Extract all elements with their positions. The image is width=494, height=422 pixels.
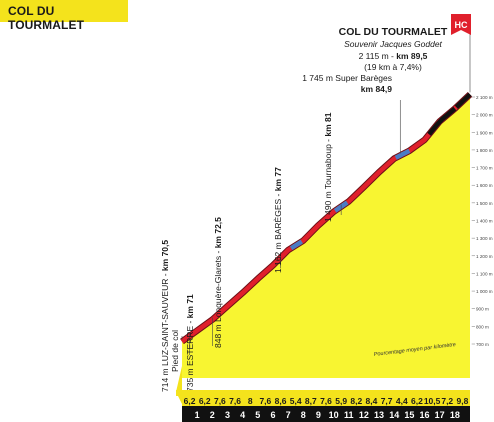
waypoint-name: 1 162 m BARÈGES -: [273, 191, 283, 273]
header-title: COL DU TOURMALET: [8, 4, 85, 32]
km-marker-label: 11: [344, 410, 354, 420]
profile-area: [182, 94, 470, 378]
km-marker-label: 12: [359, 410, 369, 420]
summit-km: km 89,5: [396, 51, 427, 61]
super-bareges-km: km 84,9: [361, 84, 392, 94]
gradient-label: 7,6: [259, 396, 271, 406]
km-marker-label: 14: [389, 410, 399, 420]
gradient-label: 6,2: [199, 396, 211, 406]
y-tick-label: 2 100 m: [476, 95, 493, 100]
waypoint-label: Pied de col: [170, 330, 180, 372]
base-band-layer: 6,2 6,2 7,6 7,6 8 7,6 8,6 5,4 8,7 7,6 5,9 8,2 8,4 7,7…: [176, 366, 470, 422]
waypoint-label: 1 490 m Tournaboup - km 81: [323, 112, 333, 222]
km-marker-label: 15: [404, 410, 414, 420]
steep-section: [427, 106, 457, 136]
y-tick-label: 2 000 m: [476, 113, 493, 118]
gradient-label: 7,6: [229, 396, 241, 406]
category-badge: HC: [451, 14, 471, 35]
gradient-label: 5,4: [290, 396, 302, 406]
y-tick-label: 1 900 m: [476, 130, 493, 135]
waypoint-label: 1 162 m BARÈGES - km 77: [273, 167, 283, 273]
gradient-label: 8: [248, 396, 253, 406]
km-band: [182, 406, 470, 422]
gradient-label: 7,6: [214, 396, 226, 406]
waypoint-name: Pied de col: [170, 330, 180, 372]
y-tick-label: 1 100 m: [476, 271, 493, 276]
km-marker-label: 13: [374, 410, 384, 420]
y-tick-label: 1 000 m: [476, 289, 493, 294]
summit-altitude: 2 115 m -: [359, 51, 394, 61]
waypoint-label: 848 m Lonquère-Glarets - km 72,5: [213, 217, 223, 348]
waypoint-name: 714 m LUZ-SAINT-SAUVEUR -: [160, 271, 170, 392]
y-tick-label: 1 200 m: [476, 254, 493, 259]
road-line: [180, 92, 472, 344]
summit-altitude-km: 2 115 m - km 89,5: [359, 51, 428, 61]
flat-section: [394, 148, 411, 160]
header-bar: COL DU TOURMALET: [0, 0, 128, 32]
gradient-label: 10,5: [424, 396, 441, 406]
category-badge-label: HC: [455, 20, 468, 30]
waypoint-km: km 81: [323, 112, 333, 136]
gradient-label: 6,2: [411, 396, 423, 406]
summit-subtitle: Souvenir Jacques Goddet: [344, 39, 442, 49]
summit-info: COL DU TOURMALET Souvenir Jacques Goddet…: [339, 26, 448, 72]
y-tick-label: 1 300 m: [476, 236, 493, 241]
y-tick-label: 1 500 m: [476, 201, 493, 206]
waypoint-name: 735 m ESTERRE -: [185, 318, 195, 392]
profile-layer: [180, 91, 473, 378]
km-marker-label: 9: [316, 410, 321, 420]
base-band-gradient-strip: [176, 390, 470, 396]
gradient-label: 5,9: [335, 396, 347, 406]
y-tick-label: 1 700 m: [476, 166, 493, 171]
km-marker-label: 1: [195, 410, 200, 420]
y-tick-label: 900 m: [476, 307, 489, 312]
waypoint-km: km 70,5: [160, 240, 170, 271]
gradient-label: 4,4: [396, 396, 408, 406]
y-tick-label: 1 800 m: [476, 148, 493, 153]
waypoint-name: 1 490 m Tournaboup -: [323, 137, 333, 222]
waypoint-km: km 72,5: [213, 217, 223, 248]
km-marker-label: 3: [225, 410, 230, 420]
km-marker-label: 8: [301, 410, 306, 420]
gradient-label: 9,8: [457, 396, 469, 406]
y-tick-label: 800 m: [476, 324, 489, 329]
gradient-label: 8,6: [275, 396, 287, 406]
gradient-label: 8,4: [366, 396, 378, 406]
y-tick-label: 1 400 m: [476, 219, 493, 224]
km-marker-label: 2: [210, 410, 215, 420]
gradient-label: 7,6: [320, 396, 332, 406]
summit-name: COL DU TOURMALET: [339, 26, 448, 38]
gradient-label: 8,7: [305, 396, 317, 406]
y-axis-layer: 700 m 800 m 900 m 1 000 m 1 100 m 1 200 m 1 30…: [472, 95, 493, 347]
waypoint-label: 735 m ESTERRE - km 71: [185, 294, 195, 392]
gradient-label: 7,7: [381, 396, 393, 406]
km-marker-label: 5: [255, 410, 260, 420]
flat-section: [289, 239, 303, 251]
km-marker-label: 7: [286, 410, 291, 420]
steep-section: [454, 92, 472, 109]
waypoint-km: km 77: [273, 167, 283, 191]
km-marker-label: 10: [329, 410, 339, 420]
gradient-label: 7,2: [441, 396, 453, 406]
gradient-label: 8,2: [350, 396, 362, 406]
category-badge-flag: [451, 14, 471, 35]
km-marker-label: 4: [240, 410, 245, 420]
gradient-label: 6,2: [184, 396, 196, 406]
waypoint-km: km 71: [185, 294, 195, 318]
summit-gradient-note: (19 km à 7,4%): [364, 62, 422, 72]
y-tick-label: 700 m: [476, 342, 489, 347]
waypoint-name: 848 m Lonquère-Glarets -: [213, 248, 223, 348]
km-marker-label: 17: [435, 410, 445, 420]
super-bareges-label: 1 745 m Super Barèges: [302, 73, 392, 83]
y-tick-label: 1 600 m: [476, 183, 493, 188]
km-marker-label: 16: [420, 410, 430, 420]
waypoint-label: 714 m LUZ-SAINT-SAUVEUR - km 70,5: [160, 240, 170, 392]
km-marker-label: 6: [270, 410, 275, 420]
super-bareges-annotation: 1 745 m Super Barèges km 84,9: [302, 73, 392, 94]
km-marker-label: 18: [450, 410, 460, 420]
